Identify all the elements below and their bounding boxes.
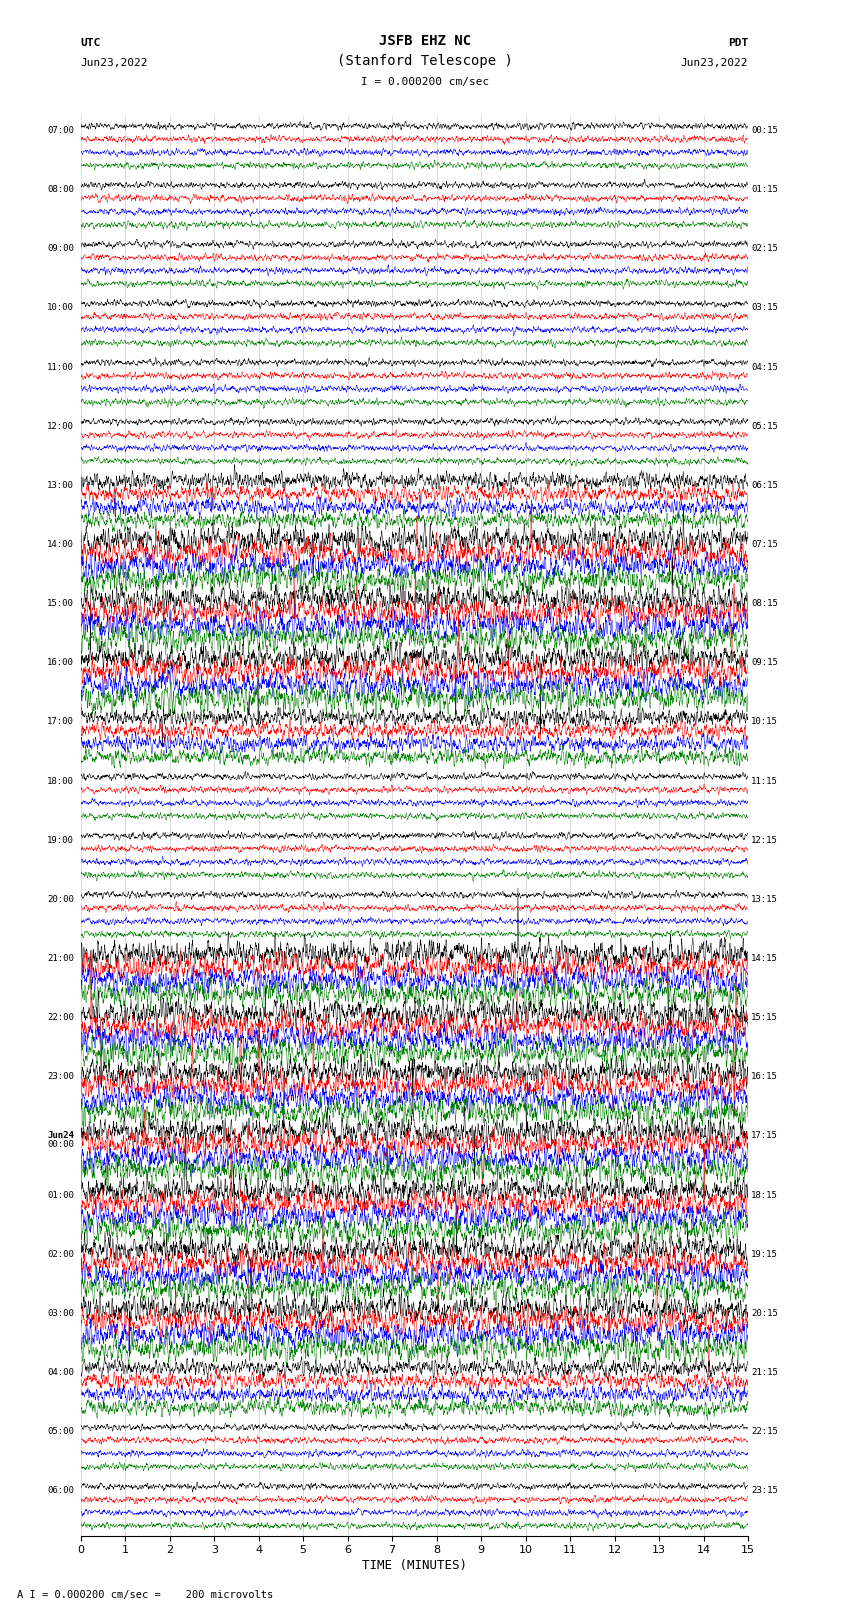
Text: 04:00: 04:00 <box>48 1368 74 1378</box>
Text: 06:15: 06:15 <box>751 481 779 490</box>
Text: 10:15: 10:15 <box>751 718 779 726</box>
Text: 11:00: 11:00 <box>48 363 74 371</box>
Text: 08:00: 08:00 <box>48 185 74 194</box>
Text: 21:15: 21:15 <box>751 1368 779 1378</box>
Text: 15:00: 15:00 <box>48 598 74 608</box>
Text: 03:15: 03:15 <box>751 303 779 313</box>
Text: 16:15: 16:15 <box>751 1073 779 1081</box>
Text: (Stanford Telescope ): (Stanford Telescope ) <box>337 53 513 68</box>
Text: 23:15: 23:15 <box>751 1486 779 1495</box>
Text: 06:00: 06:00 <box>48 1486 74 1495</box>
Text: 00:15: 00:15 <box>751 126 779 135</box>
Text: A I = 0.000200 cm/sec =    200 microvolts: A I = 0.000200 cm/sec = 200 microvolts <box>17 1590 273 1600</box>
Text: 03:00: 03:00 <box>48 1308 74 1318</box>
Text: 22:15: 22:15 <box>751 1428 779 1436</box>
X-axis label: TIME (MINUTES): TIME (MINUTES) <box>362 1560 467 1573</box>
Text: Jun24: Jun24 <box>48 1131 74 1140</box>
Text: 12:00: 12:00 <box>48 421 74 431</box>
Text: 16:00: 16:00 <box>48 658 74 668</box>
Text: 11:15: 11:15 <box>751 776 779 786</box>
Text: 14:00: 14:00 <box>48 540 74 548</box>
Text: 07:15: 07:15 <box>751 540 779 548</box>
Text: 04:15: 04:15 <box>751 363 779 371</box>
Text: 12:15: 12:15 <box>751 836 779 845</box>
Text: 02:15: 02:15 <box>751 244 779 253</box>
Text: 01:15: 01:15 <box>751 185 779 194</box>
Text: 15:15: 15:15 <box>751 1013 779 1023</box>
Text: PDT: PDT <box>728 39 748 48</box>
Text: 08:15: 08:15 <box>751 598 779 608</box>
Text: 10:00: 10:00 <box>48 303 74 313</box>
Text: 17:00: 17:00 <box>48 718 74 726</box>
Text: 00:00: 00:00 <box>48 1140 74 1148</box>
Text: 23:00: 23:00 <box>48 1073 74 1081</box>
Text: JSFB EHZ NC: JSFB EHZ NC <box>379 34 471 48</box>
Text: 19:15: 19:15 <box>751 1250 779 1258</box>
Text: Jun23,2022: Jun23,2022 <box>681 58 748 68</box>
Text: 01:00: 01:00 <box>48 1190 74 1200</box>
Text: 05:00: 05:00 <box>48 1428 74 1436</box>
Text: 14:15: 14:15 <box>751 953 779 963</box>
Text: 21:00: 21:00 <box>48 953 74 963</box>
Text: Jun23,2022: Jun23,2022 <box>81 58 148 68</box>
Text: 20:00: 20:00 <box>48 895 74 903</box>
Text: 22:00: 22:00 <box>48 1013 74 1023</box>
Text: 17:15: 17:15 <box>751 1131 779 1140</box>
Text: UTC: UTC <box>81 39 101 48</box>
Text: 18:15: 18:15 <box>751 1190 779 1200</box>
Text: 05:15: 05:15 <box>751 421 779 431</box>
Text: 13:00: 13:00 <box>48 481 74 490</box>
Text: 07:00: 07:00 <box>48 126 74 135</box>
Text: 19:00: 19:00 <box>48 836 74 845</box>
Text: 13:15: 13:15 <box>751 895 779 903</box>
Text: 18:00: 18:00 <box>48 776 74 786</box>
Text: 20:15: 20:15 <box>751 1308 779 1318</box>
Text: 09:00: 09:00 <box>48 244 74 253</box>
Text: I = 0.000200 cm/sec: I = 0.000200 cm/sec <box>361 77 489 87</box>
Text: 09:15: 09:15 <box>751 658 779 668</box>
Text: 02:00: 02:00 <box>48 1250 74 1258</box>
